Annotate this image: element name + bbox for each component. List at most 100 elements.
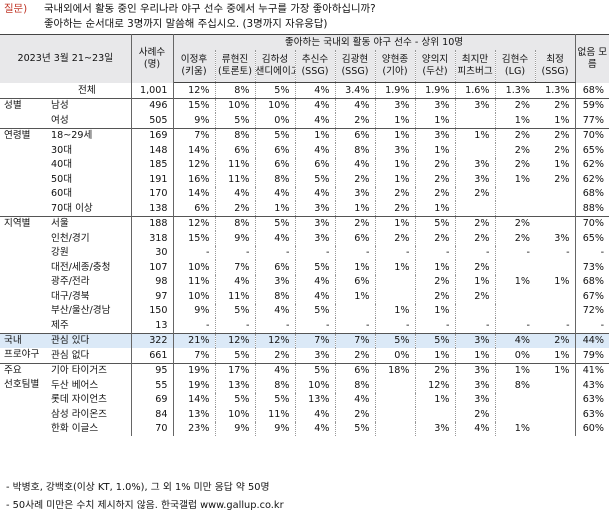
player-header: 추신수 (SSG) bbox=[294, 50, 335, 83]
none-header: 없음 모름 bbox=[575, 34, 610, 83]
table-row: 삼성 라이온즈 84 13% 10% 11% 4% 2% 2% 63% bbox=[0, 407, 610, 422]
percent-cell: 2% bbox=[414, 289, 455, 304]
player-team: 샌디에이고 bbox=[255, 66, 295, 77]
percent-cell: 1% bbox=[334, 260, 375, 275]
percent-cell: - bbox=[535, 245, 576, 260]
table-row: 한화 이글스 70 23% 9% 9% 4% 5% 3% 4% 1% 60% bbox=[0, 421, 610, 436]
percent-cell: - bbox=[254, 318, 295, 333]
percent-cell: 2% bbox=[334, 172, 375, 187]
player-header: 양현종 (기아) bbox=[374, 50, 415, 83]
none-value: 43% bbox=[574, 378, 610, 393]
players-group-header: 좋아하는 국내외 활동 야구 선수 - 상위 10명 bbox=[173, 34, 576, 50]
percent-cell: 5% bbox=[414, 215, 455, 231]
subgroup-label: 한화 이글스 bbox=[48, 421, 132, 436]
percent-cell: 5% bbox=[254, 392, 295, 407]
subgroup-label: 전체 bbox=[48, 82, 132, 98]
percent-cell: 2% bbox=[414, 231, 455, 246]
percent-cell: 8% bbox=[334, 143, 375, 158]
table-row: 전체 1,001 12% 8% 5% 4% 3.4% 1.9% 1.9% 1.6% 1.3% 1.3%… bbox=[0, 82, 610, 98]
subgroup-label: 관심 있다 bbox=[48, 332, 132, 348]
table-row: 제주 13- - - - - - - - - - - bbox=[0, 318, 610, 333]
percent-cell: 10% bbox=[254, 97, 295, 113]
percent-cell: - bbox=[494, 245, 535, 260]
percent-cell: 1% bbox=[454, 274, 495, 289]
question-label: 질문) bbox=[4, 3, 28, 15]
none-value: 65% bbox=[574, 143, 610, 158]
percent-cell bbox=[494, 289, 535, 304]
percent-cell: 10% bbox=[214, 97, 255, 113]
sample-count: 170 bbox=[131, 186, 174, 201]
group-label bbox=[0, 304, 48, 319]
percent-cell: 10% bbox=[294, 378, 335, 393]
table-row: 대구/경북 97 10% 11% 8% 4% 1% 2% 2% 67% bbox=[0, 289, 610, 304]
percent-cell: 2% bbox=[494, 97, 535, 113]
percent-cell bbox=[535, 421, 576, 436]
subgroup-label: 인천/경기 bbox=[48, 231, 132, 246]
percent-cell: 5% bbox=[294, 172, 335, 187]
percent-cell: 4% bbox=[254, 231, 295, 246]
group-label bbox=[0, 201, 48, 216]
percent-cell: 2% bbox=[454, 289, 495, 304]
sample-count: 322 bbox=[131, 332, 174, 348]
percent-cell: 1% bbox=[374, 127, 415, 143]
percent-cell: 12% bbox=[214, 332, 255, 348]
percent-cell: 5% bbox=[294, 362, 335, 378]
percent-cell: 4% bbox=[294, 143, 335, 158]
percent-cell: 1% bbox=[494, 274, 535, 289]
percent-cell: 6% bbox=[254, 157, 295, 172]
subgroup-label: 롯데 자이언츠 bbox=[48, 392, 132, 407]
percent-cell: 2% bbox=[535, 127, 576, 143]
percent-cell: 2% bbox=[494, 215, 535, 231]
table-row: 선호팀별 두산 베어스 55 19% 13% 8% 10% 8% 12% 3% 8% 43% bbox=[0, 378, 610, 393]
percent-cell: 6% bbox=[214, 143, 255, 158]
percent-cell: 1% bbox=[494, 362, 535, 378]
percent-cell: 6% bbox=[334, 274, 375, 289]
percent-cell: 3% bbox=[374, 143, 415, 158]
sample-count: 318 bbox=[131, 231, 174, 246]
percent-cell: 17% bbox=[214, 362, 255, 378]
percent-cell: 3% bbox=[454, 378, 495, 393]
percent-cell: - bbox=[214, 318, 255, 333]
percent-cell: 2% bbox=[334, 348, 375, 363]
table-row: 광주/전라 98 11% 4% 3% 4% 6% 2% 1% 1% 1% 68% bbox=[0, 274, 610, 289]
percent-cell: 2% bbox=[414, 157, 455, 172]
player-name: 추신수 bbox=[301, 54, 329, 65]
percent-cell: 12% bbox=[414, 378, 455, 393]
sample-header: 사례수 (명) bbox=[131, 34, 174, 83]
percent-cell: 4% bbox=[334, 392, 375, 407]
none-value: 68% bbox=[574, 82, 610, 98]
percent-cell: 9% bbox=[254, 421, 295, 436]
percent-cell: 4% bbox=[254, 186, 295, 201]
percent-cell: 5% bbox=[254, 127, 295, 143]
sample-count: 138 bbox=[131, 201, 174, 216]
sample-count: 150 bbox=[131, 303, 174, 318]
percent-cell: 1% bbox=[535, 274, 576, 289]
subgroup-label: 강원 bbox=[48, 245, 132, 260]
percent-cell: - bbox=[454, 318, 495, 333]
group-label: 국내 bbox=[0, 332, 48, 348]
percent-cell: 2% bbox=[374, 231, 415, 246]
percent-cell: 10% bbox=[188, 290, 210, 302]
subgroup-label: 여성 bbox=[48, 113, 132, 128]
none-value: 62% bbox=[574, 157, 610, 172]
subgroup-label: 40대 bbox=[48, 157, 132, 172]
sample-count: 148 bbox=[131, 143, 174, 158]
none-value: 60% bbox=[574, 421, 610, 436]
sample-count: 191 bbox=[131, 172, 174, 187]
none-value: 70% bbox=[574, 127, 610, 143]
percent-cell: 3% bbox=[414, 97, 455, 113]
percent-cell: 7% bbox=[334, 332, 375, 348]
percent-cell: 2% bbox=[454, 407, 495, 422]
none-value: 59% bbox=[574, 97, 610, 113]
percent-cell: 2% bbox=[535, 332, 576, 348]
percent-cell: 5% bbox=[214, 113, 255, 128]
group-label bbox=[0, 289, 48, 304]
percent-cell: 5% bbox=[414, 332, 455, 348]
percent-cell: 4% bbox=[294, 113, 335, 128]
percent-cell: 2% bbox=[254, 348, 295, 363]
percent-cell bbox=[374, 392, 415, 407]
player-team: (LG) bbox=[504, 66, 526, 77]
sample-count: 70 bbox=[131, 421, 174, 436]
percent-cell: 9% bbox=[214, 421, 255, 436]
percent-cell: - bbox=[374, 318, 415, 333]
